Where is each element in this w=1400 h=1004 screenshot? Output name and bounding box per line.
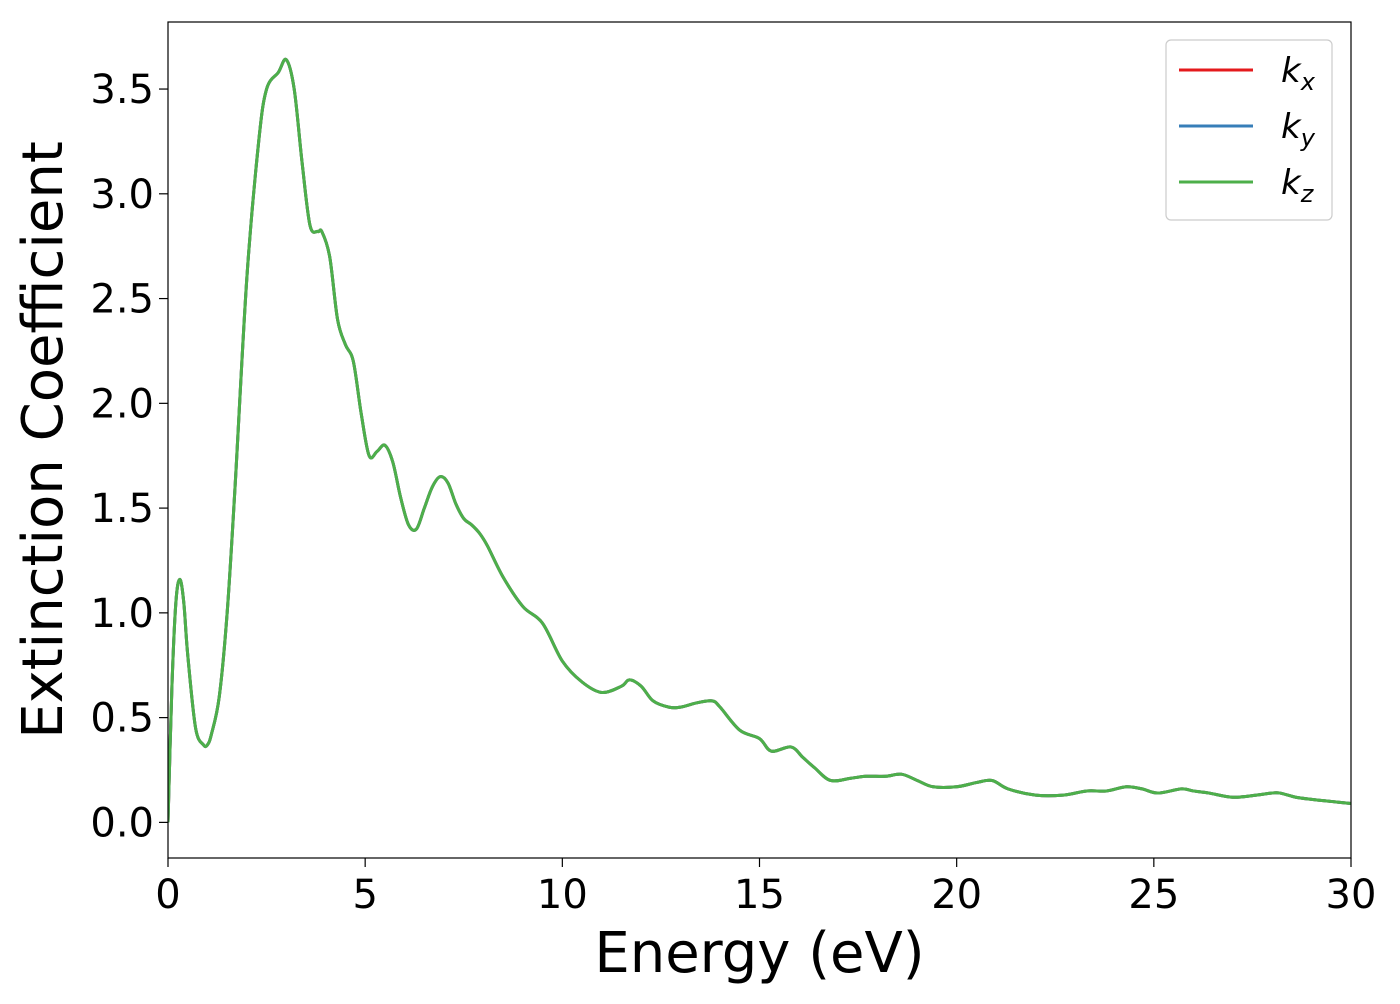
x-tick-label: 25 [1128, 872, 1179, 918]
y-tick-label: 2.0 [90, 381, 154, 427]
y-tick-label: 3.5 [90, 67, 154, 113]
legend: kx ky kz [1165, 39, 1333, 221]
x-tick-label: 0 [155, 872, 180, 918]
y-tick-label: 2.5 [90, 277, 154, 323]
legend-item-ky: ky [1179, 107, 1316, 152]
y-tick-label: 0.0 [90, 800, 154, 846]
legend-box [1165, 39, 1333, 221]
x-tick-label: 10 [537, 872, 588, 918]
y-tick-label: 1.0 [90, 591, 154, 637]
y-axis-label: Extinction Coefficient [11, 141, 76, 739]
legend-label: kx [1281, 51, 1316, 96]
series-line-kz [168, 57, 1351, 823]
plot-lines [168, 57, 1351, 823]
x-tick-label: 15 [734, 872, 785, 918]
y-tick-label: 0.5 [90, 696, 154, 742]
legend-label: kz [1281, 163, 1315, 208]
x-axis: 0 5 10 15 20 25 30 [155, 858, 1376, 918]
x-tick-label: 30 [1326, 872, 1377, 918]
y-tick-label: 1.5 [90, 486, 154, 532]
x-tick-label: 20 [931, 872, 982, 918]
legend-label: ky [1281, 107, 1316, 152]
y-axis: 0.0 0.5 1.0 1.5 2.0 2.5 3.0 3.5 [90, 67, 168, 846]
y-tick-label: 3.0 [90, 172, 154, 218]
x-tick-label: 5 [352, 872, 377, 918]
legend-item-kx: kx [1179, 51, 1316, 96]
x-axis-label: Energy (eV) [594, 921, 924, 986]
legend-item-kz: kz [1179, 163, 1315, 208]
